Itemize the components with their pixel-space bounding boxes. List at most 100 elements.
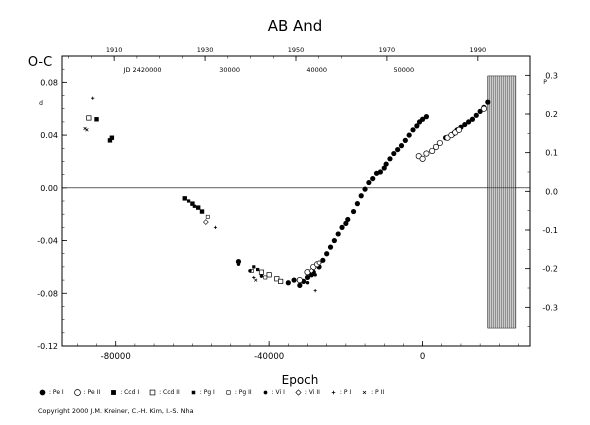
legend-marker [263,390,267,395]
y-tick-label: -0.12 [37,342,58,351]
legend-item: : Ccd II [148,388,180,397]
point-ccd-i [109,135,115,140]
point-pe-i [383,161,389,167]
y-axis-label: O-C [28,55,52,70]
point-pe-i [354,201,360,207]
y-tick-label: 0.04 [40,131,58,140]
point-pe-i [391,150,397,157]
legend-marker [73,389,81,396]
right-tick-label: 0.0 [545,187,558,196]
legend-marker-icon [149,389,156,396]
year-tick-label: 1910 [106,46,123,54]
point-p-i [313,289,317,293]
point-pe-i [350,208,357,215]
point-p-ii [85,128,89,132]
point-pe-i [395,146,401,153]
point-vi-i [305,281,310,285]
y-unit-mark: d [39,100,43,107]
point-pe-i [370,175,376,182]
point-pg-ii [205,214,210,219]
jd-prefix-label: JD 2420000 [123,66,162,74]
year-tick-label: 1970 [379,46,396,54]
legend-marker-icon [73,389,81,396]
point-vi-ii [316,260,322,266]
point-pg-i [186,199,191,203]
point-ccd-i [190,201,195,206]
point-pe-ii [432,143,440,151]
point-pe-i [362,186,368,192]
legend-item: : Vi I [261,388,285,397]
point-vi-i [259,274,264,278]
legend-item: : P II [360,388,384,397]
legend-marker-icon [263,390,267,395]
legend-marker-icon [111,390,117,395]
legend: : Pe I: Pe II: Ccd I: Ccd II: Pg I: Pg I… [38,388,384,397]
legend-marker [191,390,196,395]
legend-label: : Pe II [83,389,101,396]
right-tick-label: -0.2 [542,265,558,274]
point-pe-i [235,259,242,265]
right-tick-label: -0.3 [542,303,558,312]
plot-border [61,55,531,347]
legend-marker-icon [39,389,46,396]
point-ccd-ii [258,269,265,275]
point-pg-ii [263,275,268,280]
point-pe-ii [429,147,436,154]
point-ccd-i [94,117,99,122]
point-pe-ii [423,150,430,157]
legend-marker-icon [362,390,367,395]
point-pe-i [423,114,430,120]
point-ccd-ii [274,276,280,282]
legend-item: : Pg I [189,388,215,397]
point-ccd-ii [266,272,272,278]
y-tick-label: -0.08 [37,289,58,298]
point-vi-ii [308,268,315,274]
copyright-text: Copyright 2000 J.M. Kreiner, C.-H. Kim, … [38,407,194,415]
point-p-i [252,275,256,280]
point-pe-i [304,274,311,281]
point-pe-i [343,220,349,227]
legend-marker [331,390,336,395]
plot-frame [61,55,531,347]
legend-marker-icon [191,390,196,395]
point-pe-i [331,237,337,244]
point-p-i [213,225,218,229]
point-pe-i [381,165,387,171]
point-pe-ii [455,126,463,133]
point-pe-ii [436,139,443,147]
jd-tick-label: 30000 [219,66,240,74]
x-tick-label: -80000 [101,352,131,362]
point-pe-i [335,231,341,237]
x-tick-label: 0 [420,352,425,362]
legend-marker [39,389,46,396]
point-pe-i [406,132,412,138]
year-tick-label: 1990 [470,46,487,54]
point-pe-i [466,119,472,125]
legend-item: : Pg II [224,388,252,397]
legend-label: : Pg I [199,389,215,396]
point-pg-i [252,265,256,269]
point-pe-ii [480,105,488,112]
point-pe-i [339,224,345,230]
legend-marker-icon [226,390,231,395]
point-pe-i [327,244,334,250]
legend-label: : P II [371,389,385,396]
point-ccd-i [199,209,205,214]
jd-tick-label: 40000 [306,66,327,74]
right-unit-mark: P [543,79,547,86]
right-tick-label: 0.1 [545,149,558,158]
point-pe-i [419,116,426,122]
legend-marker [362,390,367,395]
y-tick-label: -0.04 [37,237,58,246]
legend-marker-icon [295,389,302,396]
point-pe-i [398,143,405,149]
point-pe-ii [419,155,426,162]
legend-label: : Ccd II [159,389,180,396]
legend-label: : Pe I [49,389,64,396]
right-tick-label: -0.1 [542,226,558,235]
point-vi-i [248,269,252,273]
data-points [83,96,491,293]
legend-label: : Vi I [271,389,285,396]
point-pe-ii [296,277,303,284]
point-pe-i [402,137,408,143]
